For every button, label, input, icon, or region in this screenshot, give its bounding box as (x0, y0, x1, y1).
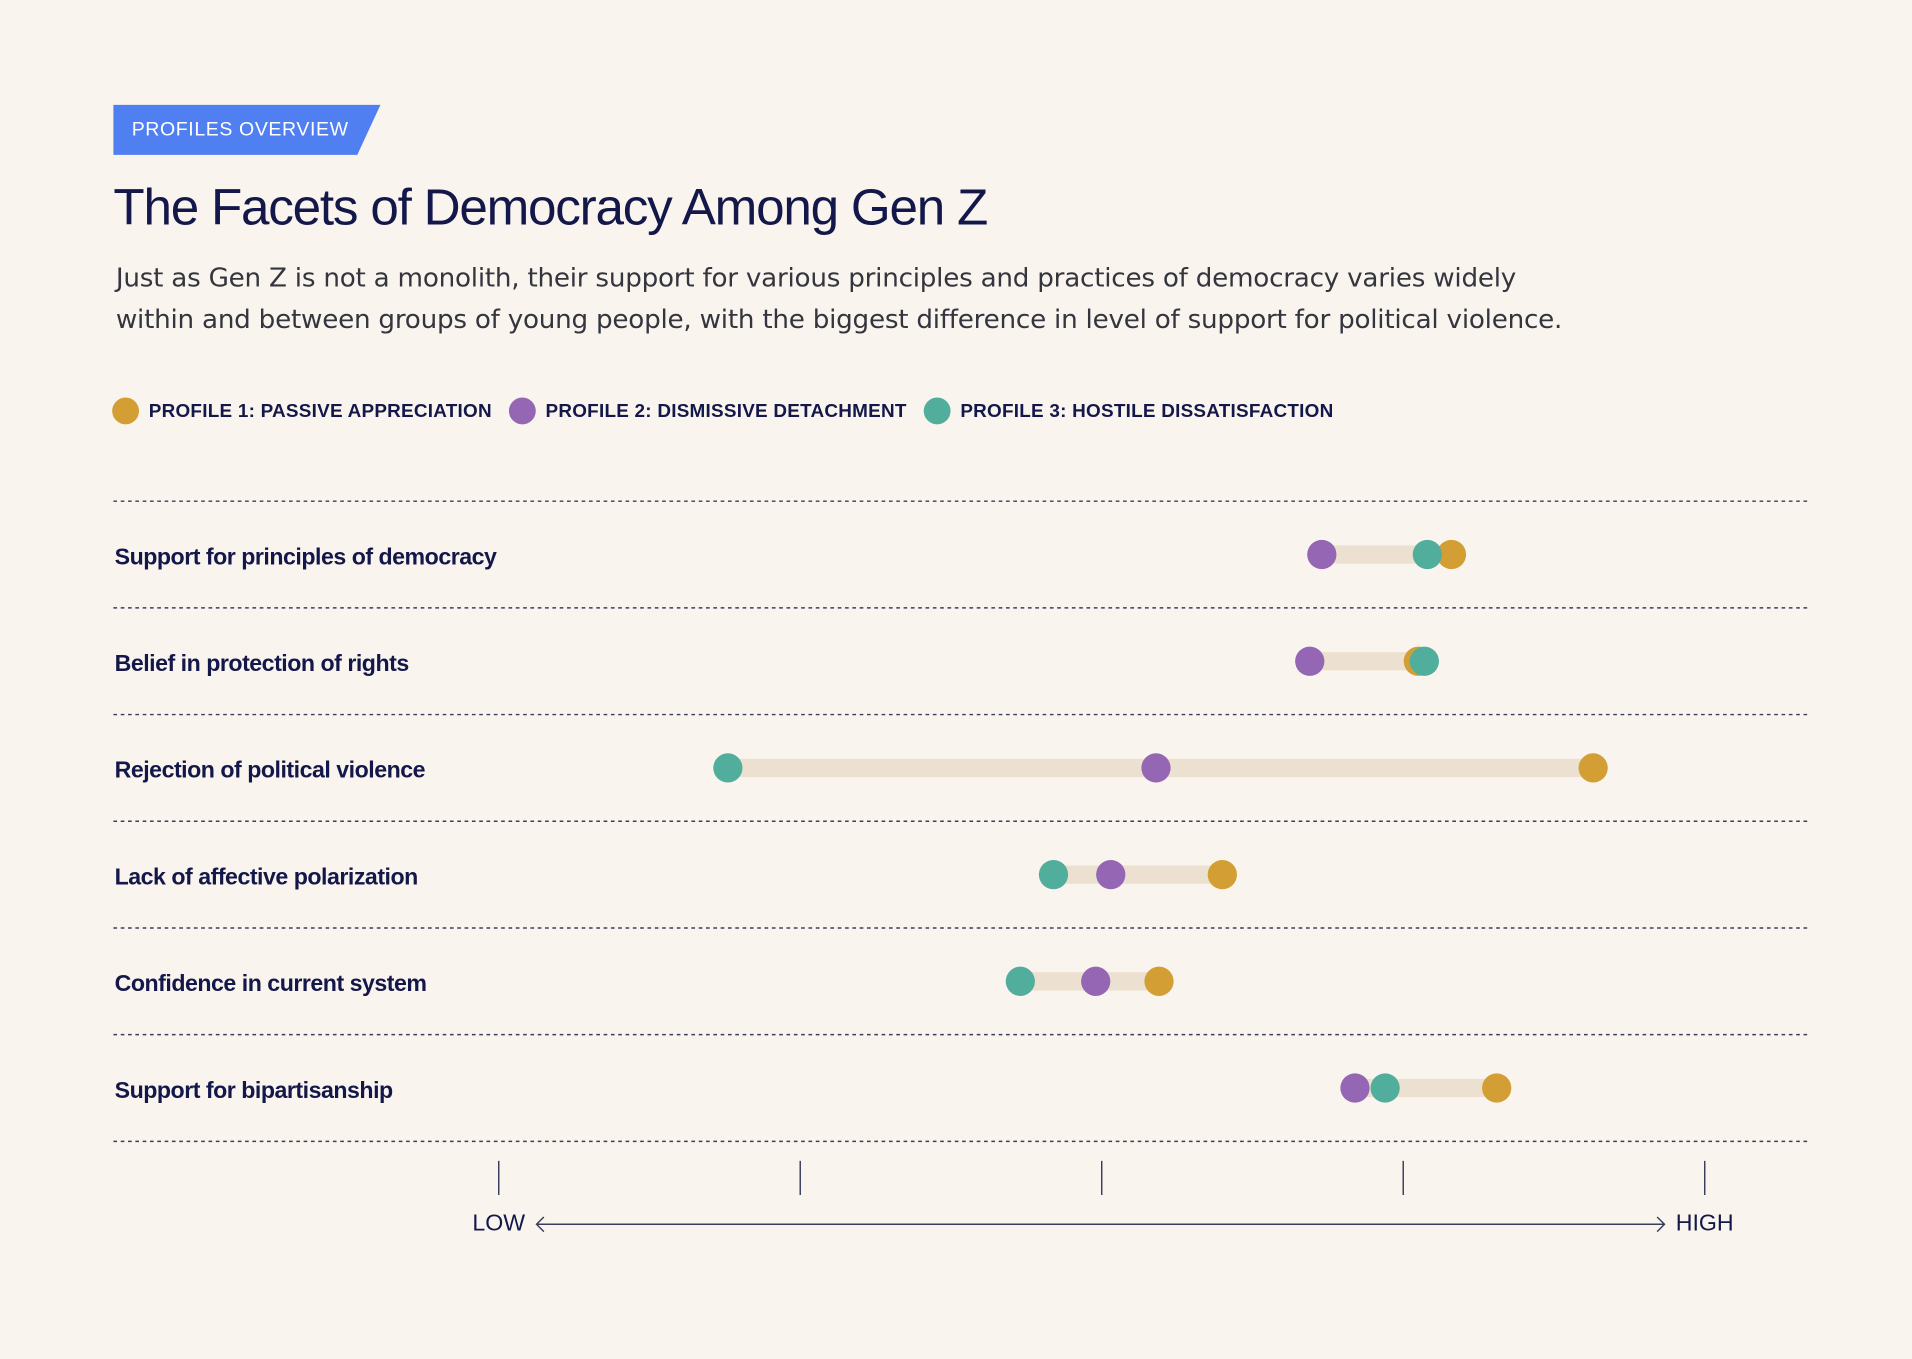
x-high-label: HIGH (1676, 1209, 1734, 1235)
subtitle: Just as Gen Z is not a monolith, their s… (115, 263, 1563, 336)
legend-label: PROFILE 2: DISMISSIVE DETACHMENT (546, 401, 907, 422)
dot (1038, 859, 1069, 890)
dot (1141, 753, 1171, 783)
legend-swatch (508, 397, 536, 425)
row-label: Belief in protection of rights (115, 650, 409, 676)
row-label: Support for bipartisanship (115, 1077, 393, 1103)
dot (1370, 1073, 1400, 1103)
dot (1295, 646, 1325, 676)
row-label: Lack of affective polarization (115, 863, 418, 889)
dot (1307, 539, 1337, 570)
dot (1144, 966, 1174, 996)
dot (1081, 966, 1111, 996)
eyebrow-tag (113, 104, 381, 155)
dot (713, 753, 743, 783)
x-low-label: LOW (472, 1209, 525, 1235)
legend-label: PROFILE 3: HOSTILE DISSATISFACTION (960, 401, 1333, 422)
dot (1005, 966, 1035, 996)
row-label: Rejection of political violence (115, 757, 426, 783)
eyebrow: PROFILES OVERVIEW (132, 119, 349, 141)
row-label: Confidence in current system (115, 970, 427, 996)
dot (1436, 539, 1467, 570)
dot (1340, 1073, 1370, 1103)
dot (1096, 859, 1126, 890)
row-label: Support for principles of democracy (115, 543, 497, 569)
chart-title: The Facets of Democracy Among Gen Z (113, 178, 987, 235)
dot (1578, 753, 1608, 783)
legend-swatch (112, 397, 140, 425)
dot (1207, 859, 1237, 890)
dot (1482, 1073, 1512, 1103)
dot (1412, 539, 1442, 570)
legend-swatch (923, 397, 951, 425)
arrow-head (535, 1216, 1666, 1233)
dot (1409, 646, 1439, 676)
legend-label: PROFILE 1: PASSIVE APPRECIATION (149, 401, 492, 422)
